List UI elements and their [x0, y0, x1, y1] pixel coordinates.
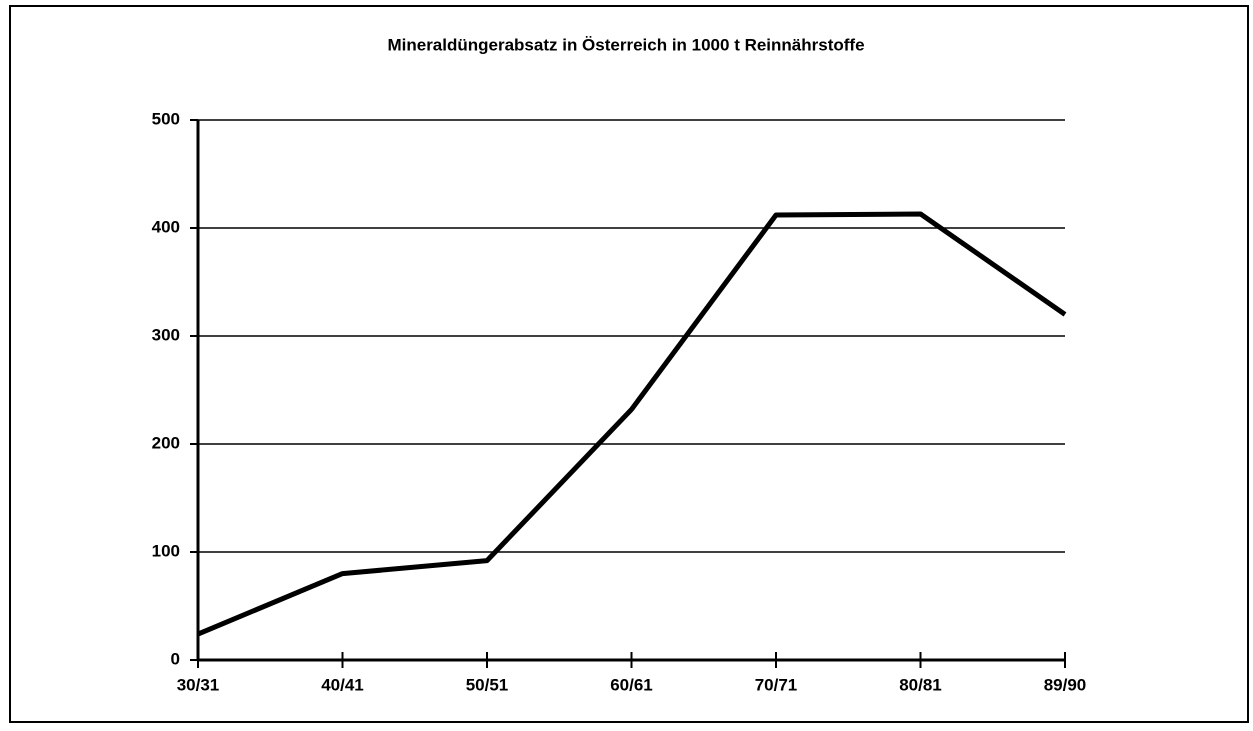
x-tick-label: 40/41: [321, 675, 364, 694]
y-tick-label: 400: [152, 217, 180, 236]
x-tick-label: 80/81: [899, 675, 942, 694]
frame: [9, 5, 1249, 723]
x-tick-label: 30/31: [177, 675, 220, 694]
x-tick-label: 60/61: [610, 675, 653, 694]
x-tick-label: 89/90: [1044, 675, 1087, 694]
y-tick-label: 100: [152, 541, 180, 560]
y-tick-label: 500: [152, 109, 180, 128]
x-tick-label: 50/51: [466, 675, 509, 694]
y-tick-label: 200: [152, 433, 180, 452]
x-tick-label: 70/71: [755, 675, 798, 694]
chart-title: Mineraldüngerabsatz in Österreich in 100…: [387, 35, 864, 54]
y-tick-label: 0: [171, 649, 180, 668]
y-tick-label: 300: [152, 325, 180, 344]
line: [197, 211, 1067, 637]
